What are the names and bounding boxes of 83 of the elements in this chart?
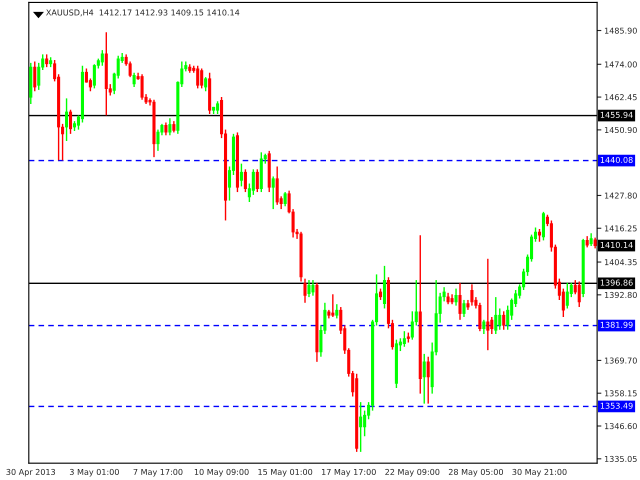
candlestick bbox=[65, 98, 68, 142]
y-tick-label: 1485.90 bbox=[604, 28, 637, 34]
candlestick bbox=[49, 56, 52, 68]
candlestick bbox=[406, 332, 410, 344]
ref-line-label: 1381.99 bbox=[600, 322, 633, 328]
candlestick bbox=[284, 191, 287, 207]
candlestick bbox=[200, 68, 204, 90]
y-tick-label: 1450.90 bbox=[604, 126, 637, 134]
candlestick bbox=[168, 118, 172, 136]
candlestick bbox=[422, 353, 426, 404]
y-tick-label: 1369.70 bbox=[604, 358, 637, 364]
candlestick bbox=[272, 176, 275, 210]
candlestick bbox=[586, 235, 589, 248]
candlestick bbox=[490, 316, 494, 335]
candlestick bbox=[164, 122, 168, 136]
y-tick-label: 1392.80 bbox=[604, 292, 637, 298]
x-tick-label: 30 May 21:00 bbox=[512, 468, 567, 477]
candlestick bbox=[359, 401, 362, 453]
candlestick bbox=[204, 76, 208, 92]
candlestick bbox=[402, 330, 406, 348]
candlestick bbox=[470, 284, 474, 306]
candlestick bbox=[256, 168, 259, 193]
y-tick-label: 1346.60 bbox=[604, 423, 637, 430]
candlestick bbox=[458, 282, 462, 321]
text: 1410.14 bbox=[600, 242, 633, 248]
candlestick bbox=[68, 109, 72, 135]
candlestick bbox=[542, 211, 546, 242]
candlestick bbox=[252, 168, 255, 196]
candlestick bbox=[196, 65, 200, 90]
candlestick bbox=[140, 74, 144, 100]
ref-line-label: 1455.94 bbox=[600, 112, 633, 118]
y-tick-label: 1335.05 bbox=[604, 456, 637, 462]
candlestick bbox=[303, 278, 307, 304]
y-tick-label: 1474.00 bbox=[604, 61, 637, 68]
y-tick-label: 1416.25 bbox=[604, 225, 637, 232]
candlestick bbox=[446, 292, 450, 305]
candlestick bbox=[566, 282, 569, 310]
candlestick bbox=[538, 228, 542, 242]
candlestick bbox=[454, 288, 458, 306]
x-tick-label: 10 May 09:00 bbox=[194, 468, 249, 477]
candlestick bbox=[590, 232, 593, 247]
y-tick-label: 1427.80 bbox=[604, 192, 637, 199]
candlestick bbox=[172, 120, 176, 134]
candlestick bbox=[486, 258, 490, 351]
candlestick bbox=[426, 356, 430, 404]
candlestick bbox=[216, 100, 220, 115]
candlestick bbox=[244, 168, 247, 193]
candlestick bbox=[378, 288, 382, 301]
candlestick bbox=[498, 308, 502, 330]
y-tick-label: 1358.15 bbox=[604, 390, 637, 396]
x-tick-label: 15 May 01:00 bbox=[258, 468, 312, 477]
candlestick bbox=[45, 54, 48, 68]
candlestick bbox=[276, 166, 279, 206]
candlestick bbox=[335, 304, 338, 320]
ref-line-label: 1396.86 bbox=[600, 280, 633, 286]
candlestick bbox=[311, 279, 314, 296]
ref-line-label: 1440.08 bbox=[600, 156, 633, 163]
y-tick-label: 1462.45 bbox=[604, 94, 637, 100]
y-tick-label: 1404.35 bbox=[604, 259, 637, 266]
candlestick bbox=[494, 296, 498, 335]
candlestick bbox=[450, 294, 454, 305]
candlestick bbox=[307, 279, 311, 298]
candlestick bbox=[482, 319, 486, 335]
candlestick bbox=[100, 49, 104, 66]
text: XAUUSD,H4 1412.17 1412.93 1409.15 1410.14 bbox=[46, 9, 240, 16]
candlestick bbox=[478, 302, 482, 332]
candlestick bbox=[331, 294, 334, 318]
candlestick bbox=[33, 60, 36, 92]
candlestick bbox=[132, 72, 136, 88]
candlestick bbox=[502, 310, 506, 330]
candlestick bbox=[382, 265, 386, 310]
x-tick-label: 7 May 17:00 bbox=[134, 468, 182, 477]
x-tick-label: 22 May 09:00 bbox=[385, 468, 440, 477]
x-tick-label: 17 May 17:00 bbox=[322, 468, 376, 477]
x-tick-label: 3 May 01:00 bbox=[70, 468, 119, 477]
x-tick-label: 28 May 05:00 bbox=[448, 468, 503, 477]
candlestick bbox=[462, 299, 466, 318]
ref-line-label: 1353.49 bbox=[600, 402, 633, 409]
candlestick bbox=[578, 280, 581, 308]
x-tick-label: 30 Apr 2013 bbox=[6, 468, 56, 477]
candlestick bbox=[240, 162, 243, 188]
candlestick bbox=[594, 236, 597, 250]
candlestick bbox=[72, 120, 76, 132]
